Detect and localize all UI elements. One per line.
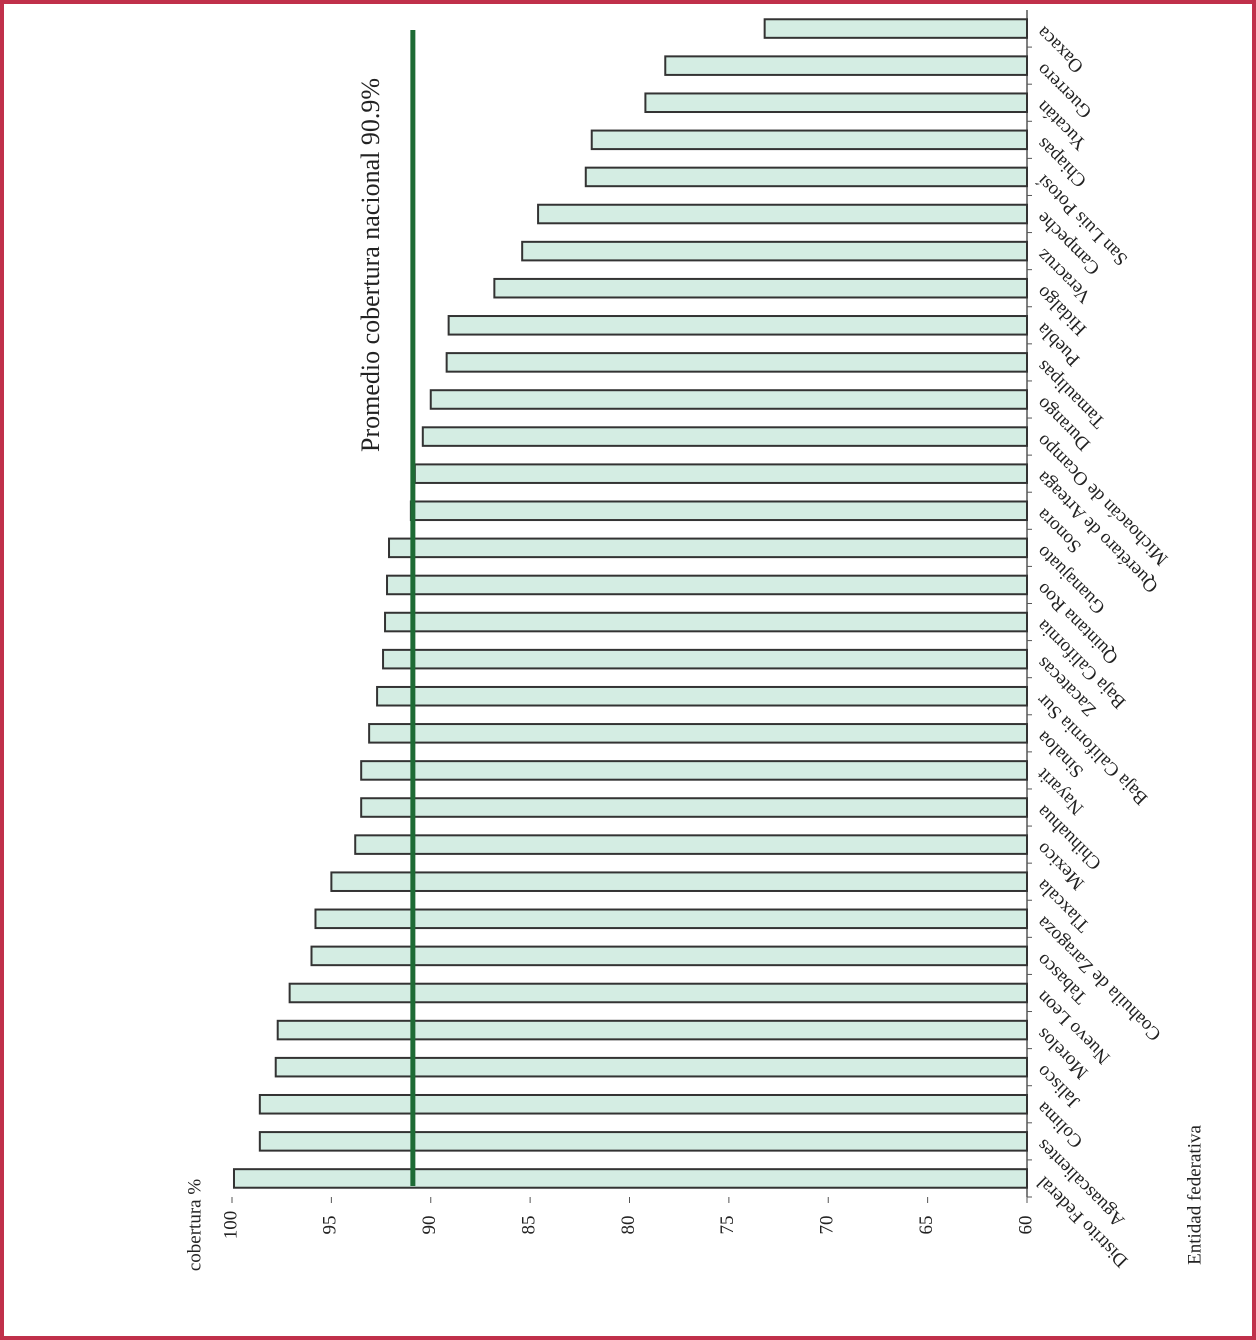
x-tick-label: 90 [419,1216,440,1235]
bar [376,685,1028,707]
x-tick-label: 60 [1015,1216,1036,1235]
x-tick-label: 95 [320,1216,341,1235]
bar [386,574,1028,596]
bar [644,92,1029,114]
bar [274,1056,1029,1078]
bar [413,463,1029,484]
bar [590,129,1028,151]
x-tick-label: 100 [220,1211,241,1240]
bar [382,648,1028,670]
x-tick-label: 70 [817,1216,838,1235]
bar [447,315,1028,336]
bar [493,277,1029,299]
bar [232,1168,1029,1189]
bar [258,1093,1028,1115]
bar [584,166,1029,188]
x-tick-label: 65 [916,1216,937,1235]
x-tick-label: 75 [717,1216,738,1235]
bar [360,797,1028,818]
bar [360,760,1028,781]
bar [445,352,1028,373]
bar [354,834,1029,855]
bar [521,240,1028,262]
bar [276,1019,1028,1041]
bar [384,611,1029,633]
bar [763,18,1029,39]
bar [368,723,1028,744]
y-axis-title: Entidad federativa [1184,1125,1205,1265]
x-tick-label: 85 [518,1216,539,1235]
bar [310,945,1028,967]
x-axis-title: cobertura % [184,1179,205,1271]
bar [388,537,1028,559]
bar [409,500,1028,522]
bar [421,426,1028,447]
bar [537,203,1028,225]
bar [330,871,1028,892]
reference-label: Promedio cobertura nacional 90.9% [356,78,385,452]
bar [314,908,1029,930]
bar [258,1131,1028,1152]
bar [288,982,1028,1004]
bar [429,389,1028,410]
bar [664,55,1029,76]
x-tick-label: 80 [618,1216,639,1235]
